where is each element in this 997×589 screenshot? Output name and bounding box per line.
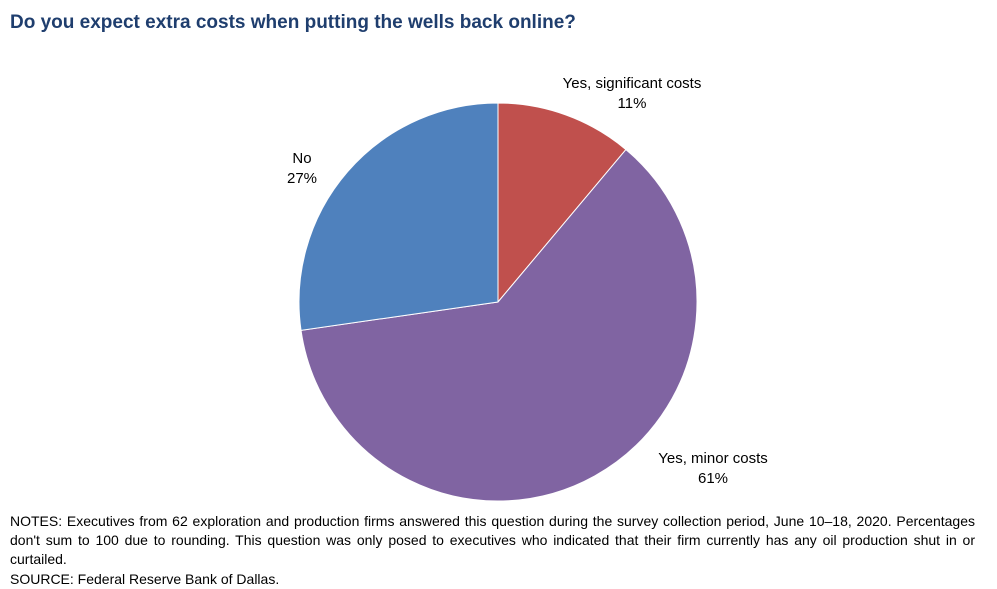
chart-source: SOURCE: Federal Reserve Bank of Dallas.	[10, 571, 280, 587]
slice-value-label: 11%	[618, 95, 647, 112]
slice-label: No	[292, 150, 311, 167]
slice-value-label: 61%	[698, 470, 728, 487]
pie-slice-yes-minor-costs	[300, 148, 698, 502]
slice-label: Yes, minor costs	[658, 450, 768, 467]
pie-slice-no	[298, 102, 499, 331]
chart-title: Do you expect extra costs when putting t…	[10, 12, 576, 33]
slice-value-label: 27%	[287, 170, 317, 187]
pie-slice-yes-significant-costs	[497, 102, 627, 304]
pie-slices	[298, 102, 698, 502]
pie-labels: Yes, significant costs 11% Yes, minor cost…	[287, 75, 768, 487]
chart-notes: NOTES: Executives from 62 exploration an…	[10, 513, 975, 567]
slice-label: Yes, significant costs	[563, 75, 702, 92]
